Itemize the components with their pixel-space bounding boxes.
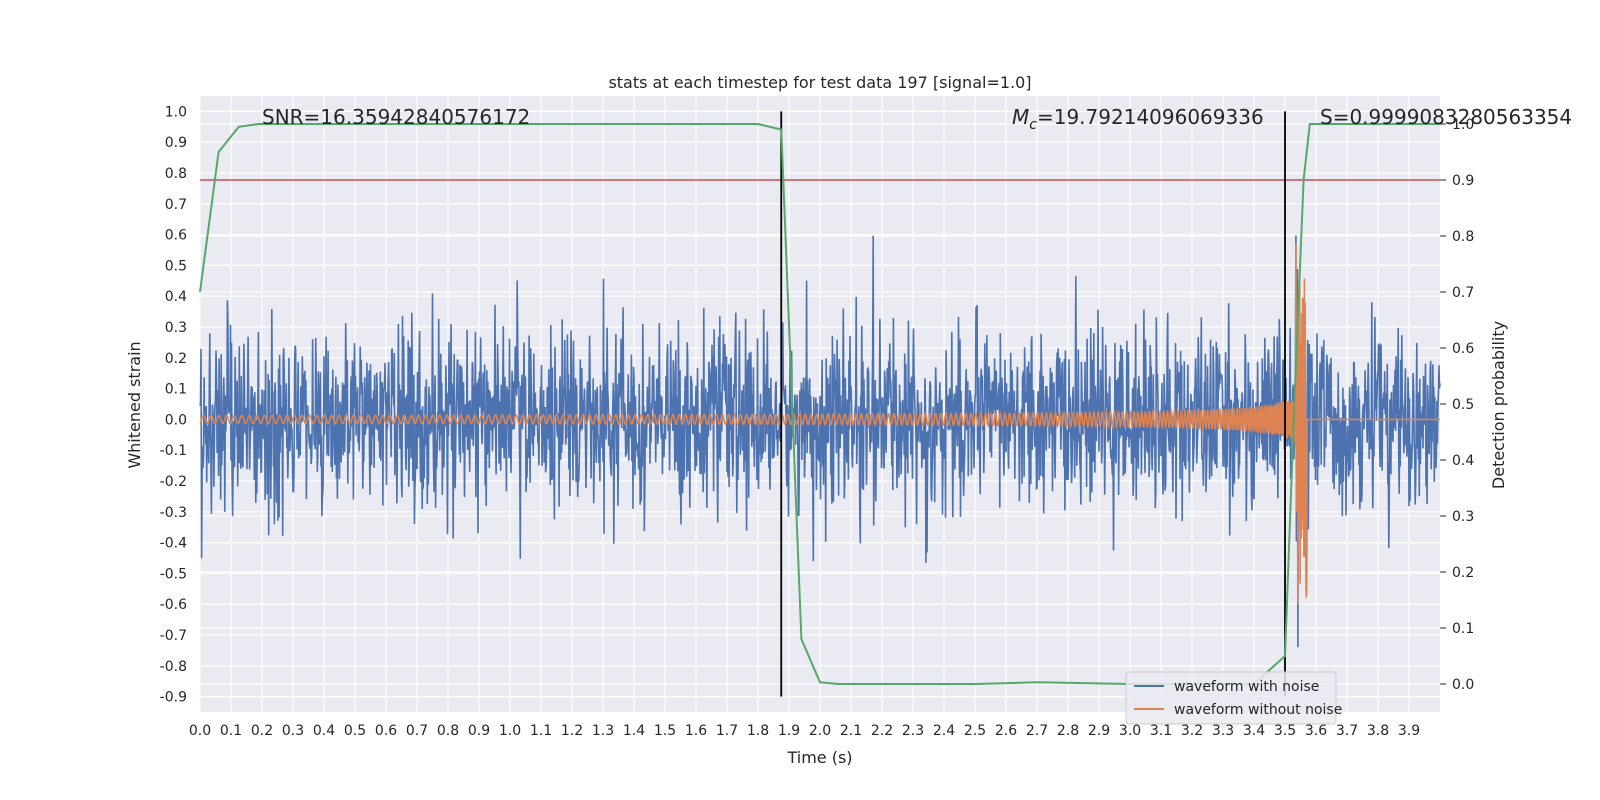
x-tick-label: 2.9 [1088, 723, 1110, 739]
y-right-tick-label: 0.0 [1452, 677, 1474, 693]
x-tick-label: 3.6 [1305, 723, 1327, 739]
x-tick-label: 2.0 [809, 723, 831, 739]
y-right-tick-label: 0.2 [1452, 565, 1474, 581]
snr-annotation: SNR=16.35942840576172 [262, 105, 530, 129]
mc-subscript: c [1029, 117, 1037, 133]
x-tick-label: 0.9 [468, 723, 490, 739]
x-tick-label: 1.4 [623, 723, 645, 739]
legend-label-noise: waveform with noise [1174, 679, 1319, 695]
x-tick-label: 3.9 [1398, 723, 1420, 739]
x-tick-label: 1.8 [747, 723, 769, 739]
x-tick-label: 0.3 [282, 723, 304, 739]
x-tick-labels: 0.0 0.1 0.2 0.3 0.4 0.5 0.6 0.7 0.8 0.9 1.0 1.1 1.2 1… [189, 723, 1420, 739]
probability-line [199, 123, 1440, 685]
y-tick-label: -0.8 [160, 659, 187, 675]
x-tick-label: 2.3 [902, 723, 924, 739]
y-tick-label: -0.2 [160, 474, 187, 490]
y-right-tick-label: 0.6 [1452, 341, 1474, 357]
chart-title: stats at each timestep for test data 197… [608, 73, 1031, 92]
x-tick-label: 0.8 [437, 723, 459, 739]
x-tick-label: 1.1 [530, 723, 552, 739]
x-tick-label: 3.0 [1119, 723, 1141, 739]
y-tick-label: -0.1 [160, 443, 187, 459]
y-tick-label: -0.3 [160, 505, 187, 521]
y-tick-label: -0.9 [160, 690, 187, 706]
y-tick-label: 0.9 [165, 135, 187, 151]
y-tick-label: -0.7 [160, 628, 187, 644]
x-tick-label: 1.6 [685, 723, 707, 739]
x-tick-label: 3.4 [1243, 723, 1265, 739]
mc-annotation: Mc=19.79214096069336 [1012, 105, 1264, 133]
y-right-axis-label: Detection probability [1489, 321, 1508, 489]
x-tick-label: 1.2 [561, 723, 583, 739]
y-tick-label: 0.0 [165, 412, 187, 428]
series-detection-probability [199, 123, 1440, 685]
x-tick-label: 3.8 [1367, 723, 1389, 739]
s-annotation: S=0.9999083280563354 [1320, 105, 1572, 129]
x-tick-label: 2.4 [933, 723, 955, 739]
y-right-tick-labels: 1.0 0.9 0.8 0.7 0.6 0.5 0.4 0.3 0.2 0.1 0.0 [1440, 117, 1474, 693]
series-waveform-with-noise [199, 235, 1441, 648]
vertical-markers [780, 111, 1286, 697]
x-tick-label: 0.6 [375, 723, 397, 739]
series-waveform-without-noise [199, 243, 1440, 605]
clean-waveform-line [199, 243, 1440, 605]
x-tick-label: 3.2 [1181, 723, 1203, 739]
mc-symbol: M [1012, 105, 1029, 129]
x-tick-label: 3.1 [1150, 723, 1172, 739]
legend: waveform with noise waveform without noi… [1125, 671, 1342, 725]
y-tick-label: 0.5 [165, 258, 187, 274]
x-tick-label: 3.7 [1336, 723, 1358, 739]
y-tick-label: 0.7 [165, 197, 187, 213]
y-tick-label: 0.6 [165, 228, 187, 244]
x-tick-label: 1.3 [592, 723, 614, 739]
x-tick-label: 2.2 [871, 723, 893, 739]
y-right-tick-label: 0.1 [1452, 621, 1474, 637]
x-tick-label: 0.2 [251, 723, 273, 739]
x-tick-label: 0.7 [406, 723, 428, 739]
x-tick-label: 3.5 [1274, 723, 1296, 739]
x-tick-label: 0.0 [189, 723, 211, 739]
x-tick-label: 0.1 [220, 723, 242, 739]
y-tick-label: 0.2 [165, 351, 187, 367]
y-right-tick-label: 0.3 [1452, 509, 1474, 525]
y-right-tick-label: 0.7 [1452, 285, 1474, 301]
y-tick-labels: 1.0 0.9 0.8 0.7 0.6 0.5 0.4 0.3 0.2 0.1 0.0 -0.1 -0.… [160, 104, 187, 705]
x-tick-label: 2.7 [1026, 723, 1048, 739]
legend-label-clean: waveform without noise [1174, 702, 1342, 718]
y-tick-label: 0.3 [165, 320, 187, 336]
y-tick-label: 0.1 [165, 382, 187, 398]
y-right-tick-label: 0.5 [1452, 397, 1474, 413]
x-tick-label: 2.8 [1057, 723, 1079, 739]
x-tick-label: 0.5 [344, 723, 366, 739]
x-tick-label: 2.1 [840, 723, 862, 739]
y-right-tick-label: 0.8 [1452, 229, 1474, 245]
x-tick-label: 1.5 [654, 723, 676, 739]
y-right-tick-label: 0.9 [1452, 173, 1474, 189]
x-axis-label: Time (s) [786, 748, 852, 767]
y-tick-label: 1.0 [165, 104, 187, 120]
y-right-tick-label: 1.0 [1452, 117, 1474, 133]
y-axis-label: Whitened strain [125, 341, 144, 468]
noise-waveform-line [199, 235, 1441, 648]
y-tick-label: -0.6 [160, 597, 187, 613]
mc-value: =19.79214096069336 [1037, 105, 1264, 129]
y-tick-label: 0.4 [165, 289, 187, 305]
x-tick-label: 3.3 [1212, 723, 1234, 739]
x-tick-label: 0.4 [313, 723, 335, 739]
legend-box [1125, 671, 1337, 725]
y-right-tick-label: 0.4 [1452, 453, 1474, 469]
y-tick-label: -0.5 [160, 566, 187, 582]
x-tick-label: 2.5 [964, 723, 986, 739]
x-tick-label: 1.0 [499, 723, 521, 739]
x-tick-label: 1.7 [716, 723, 738, 739]
x-tick-label: 2.6 [995, 723, 1017, 739]
y-tick-label: 0.8 [165, 166, 187, 182]
y-tick-label: -0.4 [160, 536, 187, 552]
x-tick-label: 1.9 [778, 723, 800, 739]
